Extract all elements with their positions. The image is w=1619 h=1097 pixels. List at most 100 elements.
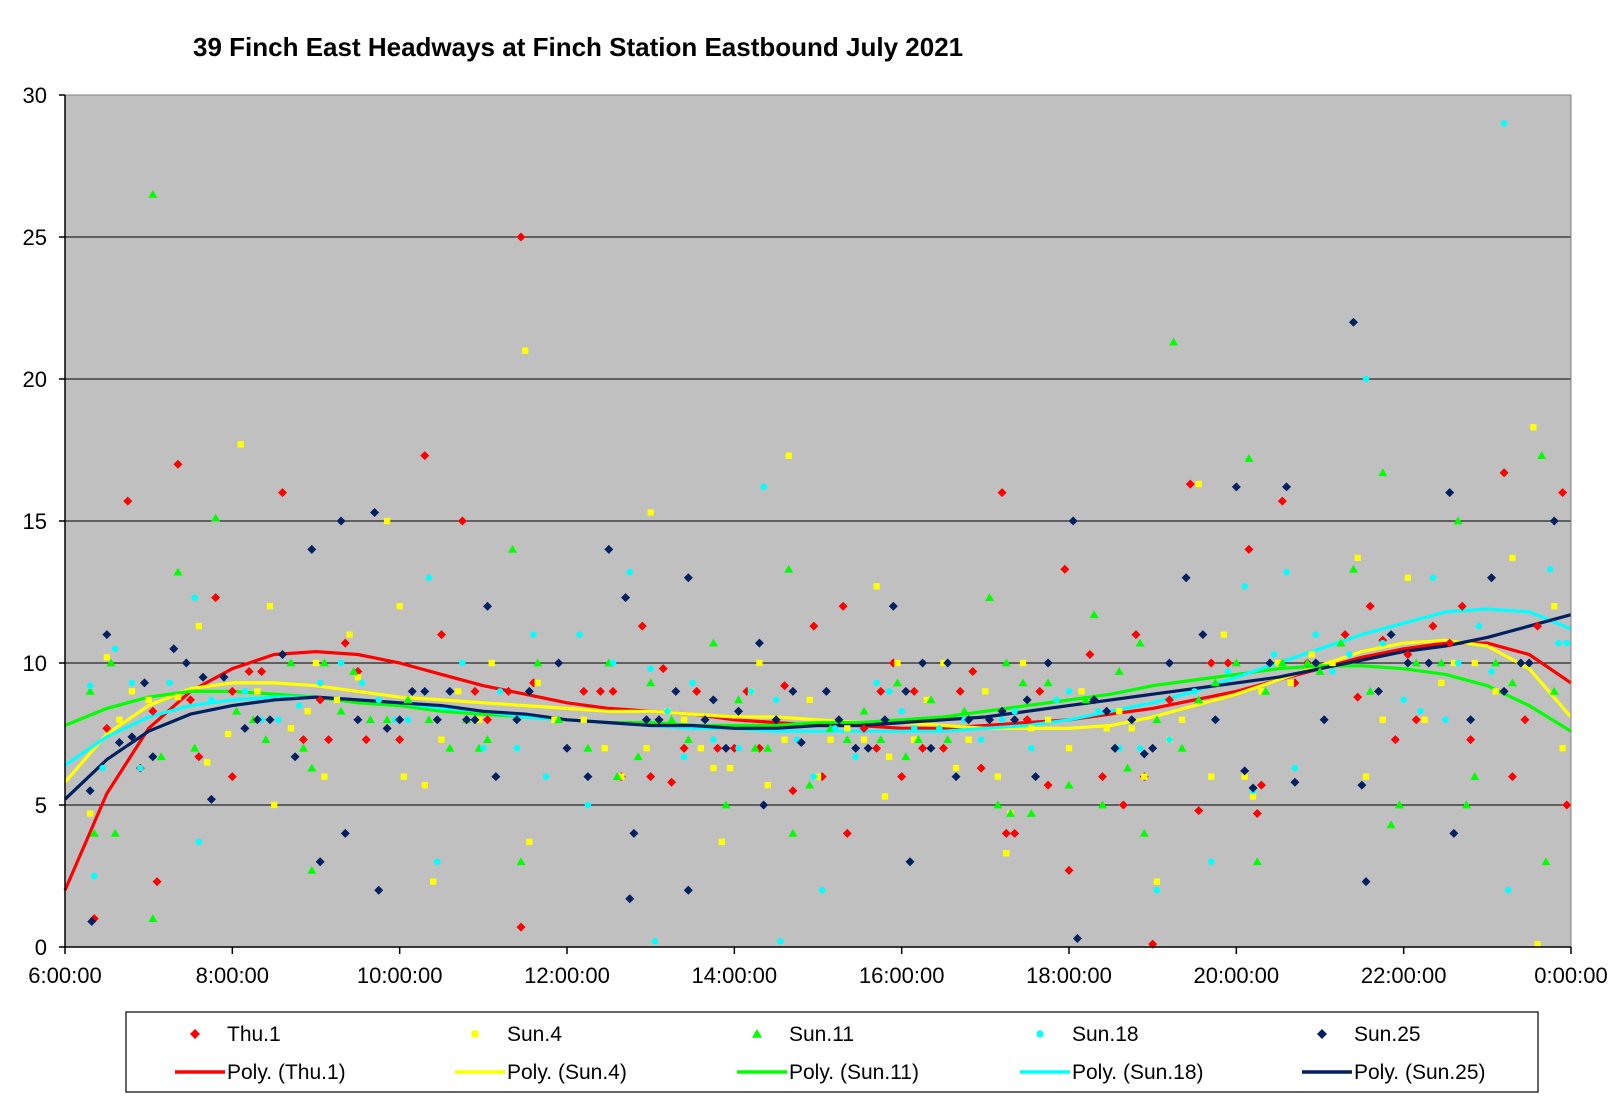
data-point (470, 715, 480, 725)
data-point (211, 593, 221, 603)
data-point (1374, 686, 1384, 696)
data-point (1346, 651, 1353, 658)
data-point (232, 706, 242, 715)
x-tick-label: 0:00:00 (1534, 963, 1607, 988)
data-point (102, 630, 112, 640)
data-point (445, 686, 455, 696)
data-point (612, 772, 622, 780)
data-point (462, 715, 472, 725)
data-point (1207, 858, 1215, 866)
data-point (1065, 688, 1073, 695)
data-point (1153, 878, 1160, 885)
data-point (349, 667, 359, 675)
legend: Thu.1 Sun.4 Sun.11 Sun.18 Sun.25 Poly. (Thu.1… (125, 1011, 1539, 1093)
data-point (1031, 772, 1041, 782)
data-point (403, 695, 413, 704)
data-point (646, 678, 656, 687)
data-point (208, 696, 215, 704)
data-point (128, 688, 136, 695)
data-point (859, 723, 869, 733)
data-point (382, 715, 392, 724)
data-point (340, 828, 350, 838)
x-tick-label: 10:00:00 (357, 963, 443, 988)
data-point (114, 738, 124, 748)
data-point (459, 659, 466, 667)
data-point (1404, 574, 1411, 581)
data-point (181, 658, 191, 668)
data-point (395, 715, 405, 725)
data-point (1208, 773, 1215, 780)
x-tick-label: 14:00:00 (692, 963, 778, 988)
data-point (1428, 621, 1438, 631)
data-point (254, 688, 261, 695)
data-point (1357, 780, 1367, 790)
data-point (1072, 933, 1082, 943)
data-point (1261, 686, 1271, 695)
data-point (692, 686, 702, 696)
data-point (998, 716, 1006, 724)
data-point (483, 735, 493, 744)
data-point (1421, 716, 1428, 723)
data-point (1436, 658, 1446, 667)
data-point (1206, 658, 1216, 668)
data-point (1461, 800, 1471, 809)
data-point (404, 716, 412, 724)
data-point (697, 745, 705, 752)
data-point (1329, 668, 1336, 675)
data-point (1026, 809, 1036, 817)
data-point (584, 801, 592, 809)
data-point (1319, 715, 1329, 725)
data-point (1365, 686, 1375, 695)
data-point (225, 730, 232, 738)
data-point (1240, 766, 1250, 776)
data-point (1361, 877, 1371, 887)
data-point (926, 743, 936, 753)
data-point (1010, 828, 1020, 838)
data-point (1114, 667, 1124, 675)
data-point (516, 922, 526, 932)
data-point (516, 857, 526, 866)
data-point (1450, 659, 1458, 667)
data-point (526, 838, 533, 846)
data-point (1311, 658, 1321, 668)
data-point (1035, 686, 1045, 696)
data-point (1078, 688, 1085, 695)
data-point (1110, 743, 1120, 753)
data-point (85, 686, 95, 695)
data-point (1068, 516, 1078, 526)
data-point (1081, 695, 1091, 704)
data-point (1466, 715, 1476, 725)
data-point (894, 659, 901, 667)
data-point (1181, 573, 1191, 583)
data-point (629, 828, 639, 838)
data-point (1312, 631, 1320, 638)
data-point (1442, 716, 1449, 724)
x-tick-labels: 6:00:00 8:00:00 10:00:00 12:00:00 14:00:00 16… (28, 963, 1607, 988)
data-point (700, 715, 710, 725)
data-point (304, 708, 311, 715)
data-point (483, 601, 493, 611)
data-point (1394, 800, 1404, 809)
data-point (918, 743, 928, 753)
data-point (488, 659, 495, 667)
data-point (1492, 688, 1499, 695)
data-point (1449, 828, 1459, 838)
data-point (708, 638, 718, 647)
data-point (781, 736, 788, 743)
data-point (346, 631, 353, 638)
data-point (1003, 850, 1010, 857)
data-point (1362, 773, 1370, 780)
data-point (1270, 651, 1278, 658)
data-point (1085, 649, 1095, 659)
x-tick-label: 6:00:00 (28, 963, 101, 988)
legend-label-poly-sun-4: Poly. (Sun.4) (507, 1061, 627, 1084)
data-point (805, 780, 815, 789)
data-point (827, 736, 834, 743)
data-point (1177, 743, 1187, 752)
data-point (211, 513, 221, 522)
data-point (407, 686, 417, 696)
data-point (788, 686, 798, 696)
data-point (913, 735, 923, 744)
data-point (152, 877, 162, 887)
data-point (834, 715, 844, 725)
